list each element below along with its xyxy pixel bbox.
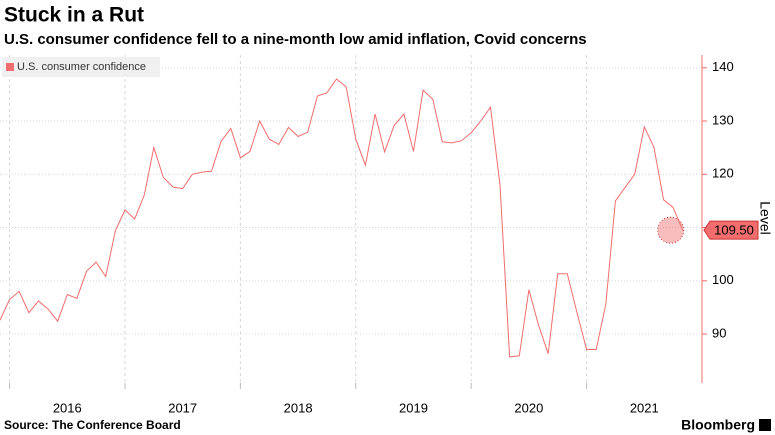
- x-tick-label: 2020: [514, 400, 543, 415]
- brand: Bloomberg: [681, 417, 755, 433]
- legend-label: U.S. consumer confidence: [17, 61, 146, 73]
- y-axis-label: Level: [757, 201, 773, 234]
- value-label-box: [703, 220, 759, 240]
- x-tick-label: 2018: [284, 400, 313, 415]
- x-tick-label: 2021: [630, 400, 659, 415]
- x-tick-label: 2016: [53, 400, 82, 415]
- source: Source: The Conference Board: [4, 418, 181, 432]
- line: [0, 78, 684, 358]
- y-tick-label: 120: [712, 166, 734, 181]
- chart-subtitle: U.S. consumer confidence fell to a nine-…: [4, 31, 587, 48]
- x-tick-label: 2019: [399, 400, 428, 415]
- y-tick-label: 90: [712, 325, 726, 340]
- y-tick-label: 100: [712, 272, 734, 287]
- value-label: 109.50: [714, 223, 754, 238]
- chart-title: Stuck in a Rut: [4, 4, 144, 27]
- y-tick-label: 140: [712, 59, 734, 74]
- x-tick-label: 2017: [168, 400, 197, 415]
- brand-icon: [759, 419, 771, 431]
- legend-swatch: [6, 63, 14, 71]
- highlight-marker: [657, 216, 685, 244]
- y-tick-label: 130: [712, 112, 734, 127]
- legend-background: [2, 57, 160, 77]
